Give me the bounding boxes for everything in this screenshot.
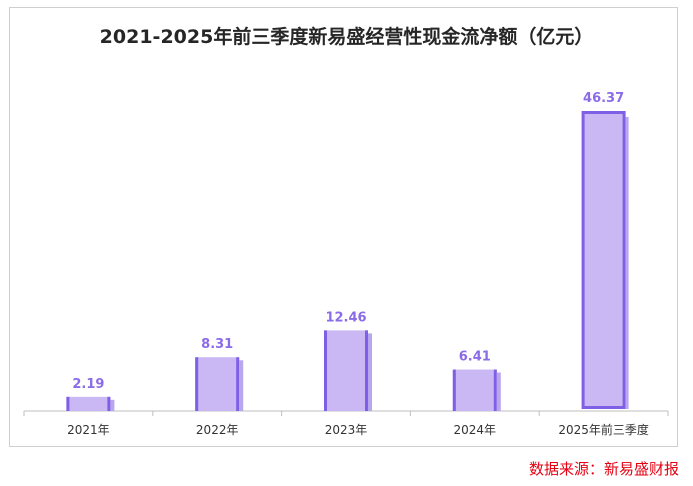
x-tick-label: 2024年 xyxy=(454,423,497,437)
x-tick-label: 2021年 xyxy=(67,423,110,437)
data-label: 2.19 xyxy=(72,377,104,392)
x-tick-label: 2023年 xyxy=(325,423,368,437)
bar-3 xyxy=(324,330,372,411)
data-label: 46.37 xyxy=(583,91,624,106)
x-tick-label: 2022年 xyxy=(196,423,239,437)
data-label: 6.41 xyxy=(459,350,491,365)
chart-title: 2021-2025年前三季度新易盛经营性现金流净额（亿元） xyxy=(99,26,594,48)
data-source-note: 数据来源：新易盛财报 xyxy=(528,460,679,478)
bar-2 xyxy=(195,357,244,411)
bar-1 xyxy=(66,396,115,411)
x-tick-label: 2025年前三季度 xyxy=(558,422,649,437)
bar-4 xyxy=(452,369,501,411)
data-label: 8.31 xyxy=(201,337,233,352)
bar-5 xyxy=(581,111,629,409)
data-label: 12.46 xyxy=(325,310,366,325)
